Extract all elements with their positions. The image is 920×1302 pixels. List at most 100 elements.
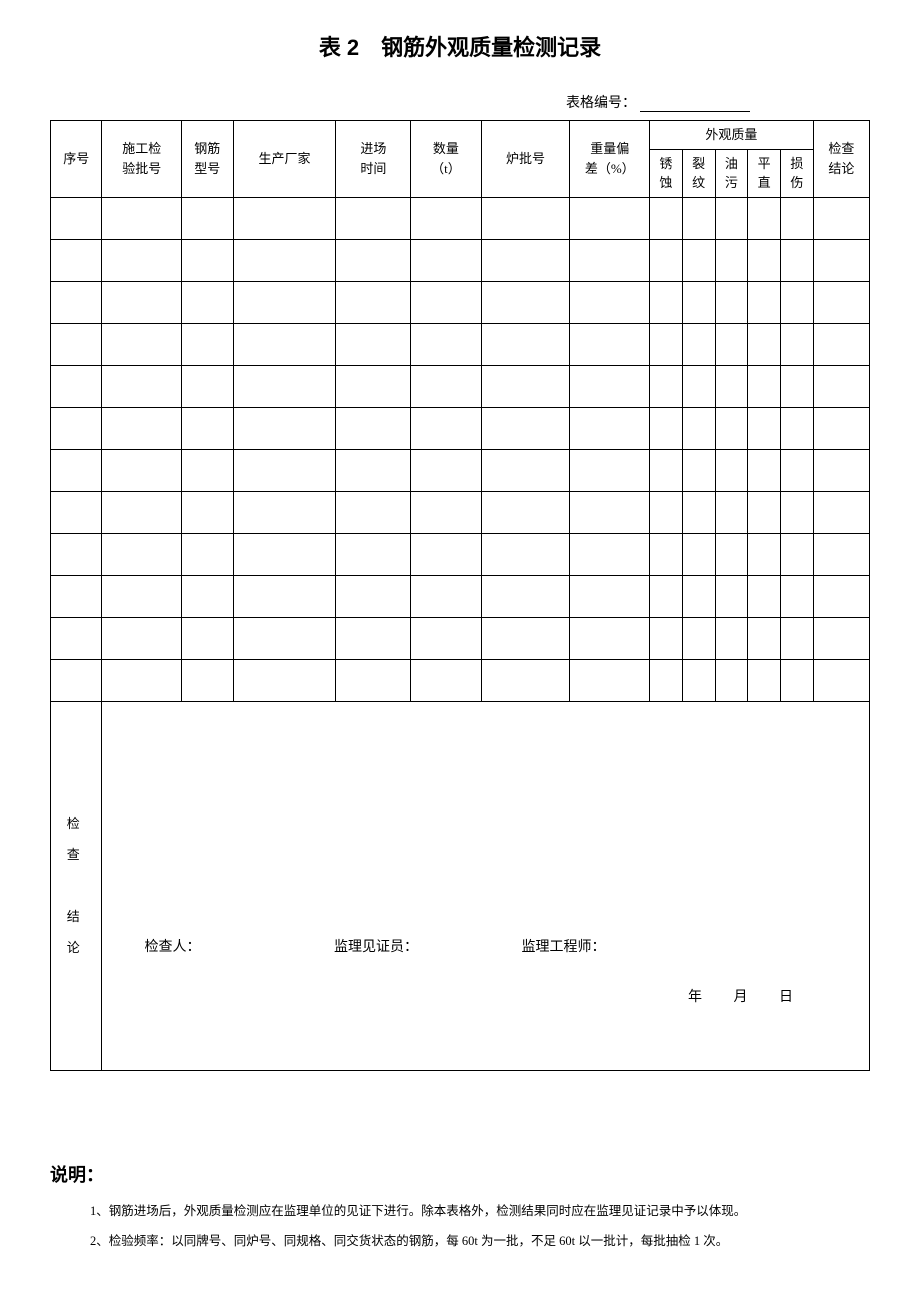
col-oil: 油污 bbox=[715, 149, 748, 197]
table-cell bbox=[682, 659, 715, 701]
engineer-label: 监理工程师： bbox=[521, 936, 605, 956]
table-cell bbox=[233, 197, 336, 239]
table-cell bbox=[233, 659, 336, 701]
table-cell bbox=[481, 407, 570, 449]
table-cell bbox=[813, 197, 869, 239]
table-row bbox=[51, 575, 870, 617]
table-cell bbox=[715, 239, 748, 281]
col-seq: 序号 bbox=[51, 121, 102, 198]
table-cell bbox=[682, 239, 715, 281]
table-cell bbox=[650, 197, 683, 239]
inspection-table: 序号 施工检验批号 钢筋型号 生产厂家 进场时间 数量（t） 炉批号 重量偏差（… bbox=[50, 120, 870, 1071]
table-cell bbox=[748, 407, 781, 449]
col-rust: 锈蚀 bbox=[650, 149, 683, 197]
table-cell bbox=[102, 491, 182, 533]
table-cell bbox=[336, 617, 411, 659]
table-cell bbox=[748, 365, 781, 407]
table-row bbox=[51, 491, 870, 533]
table-cell bbox=[182, 281, 233, 323]
table-cell bbox=[682, 575, 715, 617]
table-cell bbox=[336, 491, 411, 533]
col-arrival: 进场时间 bbox=[336, 121, 411, 198]
table-cell bbox=[51, 281, 102, 323]
table-cell bbox=[715, 575, 748, 617]
table-cell bbox=[182, 365, 233, 407]
table-cell bbox=[813, 659, 869, 701]
table-cell bbox=[781, 365, 814, 407]
table-header: 序号 施工检验批号 钢筋型号 生产厂家 进场时间 数量（t） 炉批号 重量偏差（… bbox=[51, 121, 870, 198]
table-cell bbox=[411, 281, 481, 323]
table-cell bbox=[411, 449, 481, 491]
table-cell bbox=[748, 449, 781, 491]
table-cell bbox=[411, 533, 481, 575]
table-cell bbox=[481, 449, 570, 491]
table-cell bbox=[813, 281, 869, 323]
table-cell bbox=[682, 281, 715, 323]
table-cell bbox=[682, 449, 715, 491]
table-cell bbox=[411, 407, 481, 449]
col-furnace: 炉批号 bbox=[481, 121, 570, 198]
table-cell bbox=[781, 491, 814, 533]
table-cell bbox=[182, 323, 233, 365]
table-body bbox=[51, 197, 870, 701]
table-cell bbox=[570, 281, 650, 323]
table-cell bbox=[781, 449, 814, 491]
table-cell bbox=[336, 533, 411, 575]
table-row bbox=[51, 239, 870, 281]
inspector-label: 检查人： bbox=[144, 936, 200, 956]
col-damage: 损伤 bbox=[781, 149, 814, 197]
table-cell bbox=[336, 323, 411, 365]
table-cell bbox=[51, 533, 102, 575]
table-cell bbox=[233, 449, 336, 491]
table-cell bbox=[748, 491, 781, 533]
signature-row: 检查人： 监理见证员： 监理工程师： bbox=[104, 936, 867, 956]
table-cell bbox=[336, 449, 411, 491]
table-cell bbox=[781, 533, 814, 575]
table-cell bbox=[336, 197, 411, 239]
table-cell bbox=[102, 197, 182, 239]
table-cell bbox=[813, 575, 869, 617]
table-cell bbox=[570, 407, 650, 449]
table-cell bbox=[481, 281, 570, 323]
table-cell bbox=[182, 239, 233, 281]
col-crack: 裂纹 bbox=[682, 149, 715, 197]
table-cell bbox=[481, 323, 570, 365]
table-cell bbox=[102, 281, 182, 323]
table-cell bbox=[570, 365, 650, 407]
table-cell bbox=[570, 617, 650, 659]
table-cell bbox=[51, 449, 102, 491]
table-cell bbox=[102, 659, 182, 701]
table-cell bbox=[182, 491, 233, 533]
table-cell bbox=[813, 617, 869, 659]
table-cell bbox=[570, 659, 650, 701]
table-cell bbox=[481, 491, 570, 533]
table-cell bbox=[102, 365, 182, 407]
table-cell bbox=[233, 365, 336, 407]
form-number-row: 表格编号： bbox=[50, 92, 870, 112]
form-number-blank bbox=[640, 111, 750, 112]
note-item: 2、检验频率：以同牌号、同炉号、同规格、同交货状态的钢筋，每 60t 为一批，不… bbox=[90, 1231, 870, 1251]
table-cell bbox=[650, 365, 683, 407]
table-cell bbox=[182, 659, 233, 701]
table-cell bbox=[715, 197, 748, 239]
table-cell bbox=[715, 323, 748, 365]
table-cell bbox=[650, 575, 683, 617]
table-cell bbox=[411, 491, 481, 533]
table-cell bbox=[336, 239, 411, 281]
table-cell bbox=[102, 323, 182, 365]
table-cell bbox=[748, 239, 781, 281]
table-cell bbox=[481, 533, 570, 575]
table-cell bbox=[715, 449, 748, 491]
table-cell bbox=[570, 575, 650, 617]
table-row bbox=[51, 323, 870, 365]
table-cell bbox=[481, 617, 570, 659]
table-cell bbox=[650, 533, 683, 575]
table-cell bbox=[182, 197, 233, 239]
table-cell bbox=[682, 323, 715, 365]
table-row bbox=[51, 281, 870, 323]
table-cell bbox=[51, 197, 102, 239]
table-cell bbox=[748, 617, 781, 659]
table-cell bbox=[748, 533, 781, 575]
table-cell bbox=[233, 323, 336, 365]
table-cell bbox=[102, 575, 182, 617]
